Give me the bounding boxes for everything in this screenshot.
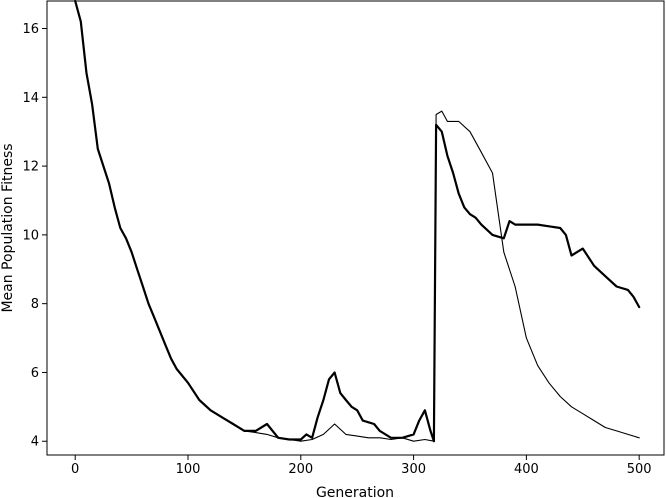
y-tick-label: 14: [22, 91, 39, 106]
y-tick-label: 12: [22, 160, 39, 175]
x-axis: 0 100 200 300 400 500: [71, 455, 652, 477]
y-axis-label: Mean Population Fitness: [0, 143, 16, 312]
y-tick-label: 10: [22, 228, 39, 243]
y-tick-label: 4: [31, 435, 39, 450]
x-axis-label: Generation: [316, 485, 394, 498]
x-tick-label: 0: [71, 462, 79, 477]
y-tick-label: 8: [31, 297, 39, 312]
series-line-thick: [74, 0, 641, 443]
x-tick-label: 200: [288, 462, 313, 477]
y-axis: 4 6 8 10 12 14 16: [22, 22, 47, 450]
x-tick-label: 100: [176, 462, 201, 477]
plot-frame: [46, 0, 665, 456]
y-tick-label: 16: [22, 22, 39, 37]
series-layer: [74, 0, 641, 443]
x-tick-label: 500: [627, 462, 652, 477]
x-tick-label: 400: [514, 462, 539, 477]
x-tick-label: 300: [401, 462, 426, 477]
y-tick-label: 6: [31, 366, 39, 381]
